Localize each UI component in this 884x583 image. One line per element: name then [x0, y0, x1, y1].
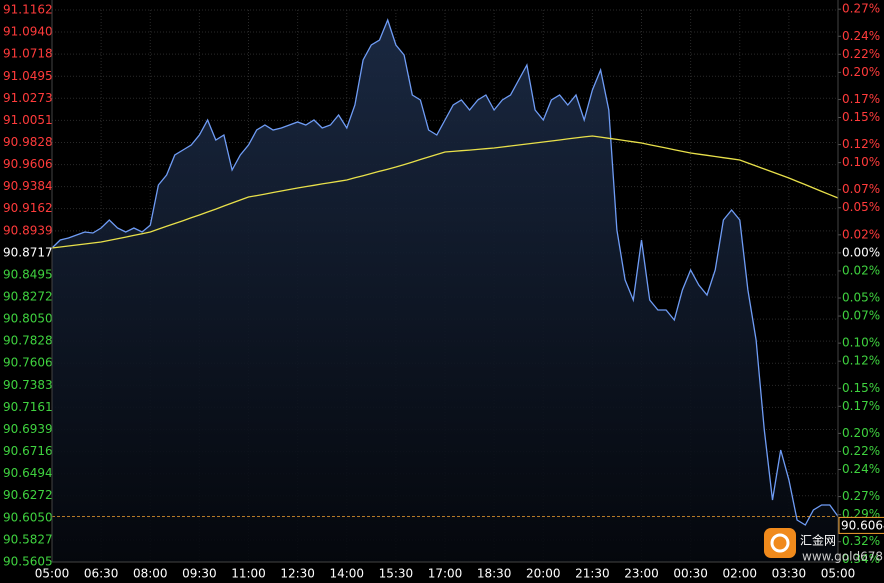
x-tick-label: 03:30 — [772, 567, 807, 581]
y-tick-label: 90.8495 — [3, 267, 53, 281]
watermark-icon — [764, 528, 796, 558]
x-tick-label: 00:30 — [673, 567, 708, 581]
y-tick-label: 90.5605 — [3, 555, 53, 569]
y2-tick-label: 0.10% — [842, 155, 880, 169]
last-price-label: 90.6064 — [841, 518, 884, 532]
x-tick-label: 14:00 — [329, 567, 364, 581]
y2-tick-label: 0.24% — [842, 462, 880, 476]
average-line — [51, 135, 839, 249]
x-tick-label: 05:00 — [35, 567, 70, 581]
x-tick-label: 21:30 — [575, 567, 610, 581]
y2-tick-label: 0.22% — [842, 47, 880, 61]
y2-tick-label: 0.00% — [842, 245, 880, 259]
y-tick-label: 90.9606 — [3, 157, 53, 171]
y-tick-label: 91.0718 — [3, 47, 53, 61]
last-price-box — [838, 516, 884, 534]
y-tick-label: 90.8717 — [3, 245, 53, 259]
x-tick-label: 08:00 — [133, 567, 168, 581]
watermark-name: 汇金网 — [800, 533, 836, 548]
y2-tick-label: 0.27% — [842, 489, 880, 503]
x-tick-label: 20:00 — [526, 567, 561, 581]
y-tick-label: 90.9384 — [3, 179, 53, 193]
y-tick-label: 90.5827 — [3, 532, 53, 546]
x-tick-label: 06:30 — [84, 567, 119, 581]
y2-tick-label: 0.17% — [842, 92, 880, 106]
price-area — [52, 20, 838, 562]
y2-tick-label: 0.27% — [842, 2, 880, 16]
x-tick-label: 15:30 — [379, 567, 414, 581]
y-tick-label: 90.7161 — [3, 400, 53, 414]
y2-tick-label: 0.12% — [842, 354, 880, 368]
x-tick-label: 23:00 — [624, 567, 659, 581]
x-tick-label: 05:00 — [821, 567, 856, 581]
y-tick-label: 90.6272 — [3, 488, 53, 502]
y2-tick-label: 0.05% — [842, 291, 880, 305]
x-tick-label: 12:30 — [280, 567, 315, 581]
y-tick-label: 90.6716 — [3, 444, 53, 458]
y-tick-label: 90.7606 — [3, 356, 53, 370]
y2-tick-label: 0.10% — [842, 336, 880, 350]
y-tick-label: 91.0273 — [3, 91, 53, 105]
y2-tick-label: 0.02% — [842, 227, 880, 241]
y2-tick-label: 0.05% — [842, 200, 880, 214]
y2-tick-label: 0.02% — [842, 263, 880, 277]
x-tick-label: 17:00 — [428, 567, 463, 581]
plot-area — [51, 18, 839, 562]
y2-tick-label: 0.32% — [842, 534, 880, 548]
y-tick-label: 90.9828 — [3, 135, 53, 149]
x-tick-label: 18:30 — [477, 567, 512, 581]
watermark-icon-ring — [770, 533, 790, 553]
y2-tick-label: 0.12% — [842, 137, 880, 151]
y-tick-label: 90.7828 — [3, 334, 53, 348]
watermark-url: www.gold678.com — [802, 550, 884, 564]
y2-tick-label: 0.20% — [842, 65, 880, 79]
y-tick-label: 90.8272 — [3, 290, 53, 304]
y-tick-label: 91.1162 — [3, 3, 53, 17]
axes: 91.1162 91.0940 91.0718 91.0495 91.0273 91.00… — [3, 0, 884, 581]
price-line — [51, 18, 839, 526]
y-tick-label: 90.8050 — [3, 312, 53, 326]
y2-tick-label: 0.24% — [842, 29, 880, 43]
y2-tick-label: 0.17% — [842, 399, 880, 413]
y2-tick-label: 0.22% — [842, 444, 880, 458]
x-tick-label: 11:00 — [231, 567, 266, 581]
y-tick-label: 90.6050 — [3, 510, 53, 524]
y-tick-label: 90.8939 — [3, 223, 53, 237]
x-tick-label: 09:30 — [182, 567, 217, 581]
y2-tick-label: 0.07% — [842, 309, 880, 323]
y-tick-label: 91.0940 — [3, 25, 53, 39]
y2-tick-label: 0.34% — [842, 552, 880, 566]
y-tick-label: 90.6939 — [3, 422, 53, 436]
y2-tick-label: 0.07% — [842, 182, 880, 196]
y2-tick-label: 0.15% — [842, 110, 880, 124]
x-tick-label: 02:00 — [722, 567, 757, 581]
y-tick-label: 91.0495 — [3, 69, 53, 83]
y2-tick-label: 0.15% — [842, 381, 880, 395]
y-tick-label: 91.0051 — [3, 113, 53, 127]
y2-tick-label: 0.20% — [842, 426, 880, 440]
y-tick-label: 90.6494 — [3, 466, 53, 480]
y-tick-label: 90.7383 — [3, 378, 53, 392]
y-tick-label: 90.9162 — [3, 201, 53, 215]
